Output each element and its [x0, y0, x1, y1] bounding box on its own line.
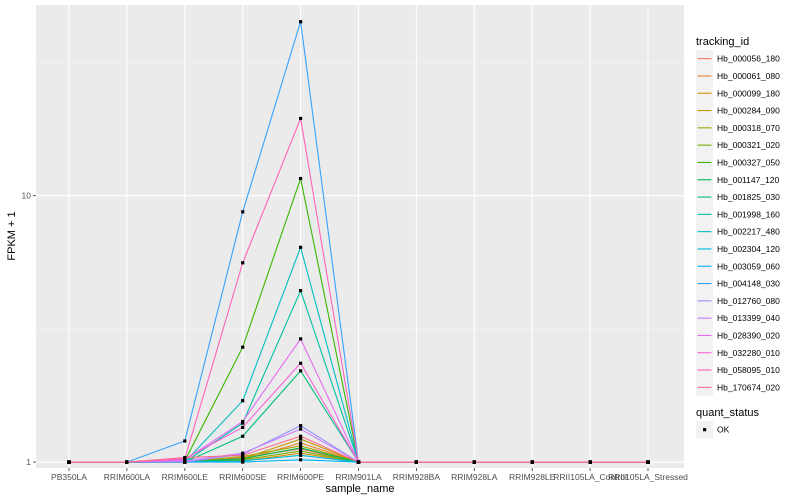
data-point — [299, 449, 303, 453]
y-axis-title: FPKM + 1 — [6, 211, 18, 260]
legend-label: Hb_032280_010 — [717, 348, 780, 358]
x-tick-label: RRII105LA_Control — [553, 472, 627, 482]
plot-panel — [36, 5, 684, 468]
x-tick-label: PB350LA — [51, 472, 87, 482]
legend-label: Hb_170674_020 — [717, 382, 780, 392]
legend-title: tracking_id — [696, 36, 749, 48]
data-point — [241, 425, 245, 429]
x-tick-label: RRIM600SE — [219, 472, 267, 482]
legend-label: Hb_000099_180 — [717, 88, 780, 98]
data-point — [299, 444, 303, 448]
legend-label: Hb_002304_120 — [717, 244, 780, 254]
legend-label: Hb_001998_160 — [717, 209, 780, 219]
y-tick-label: 10 — [22, 191, 32, 201]
data-point — [299, 424, 303, 428]
x-tick-label: RRIM928BA — [393, 472, 441, 482]
data-point — [299, 245, 303, 249]
shape-legend-title: quant_status — [696, 407, 759, 419]
legend-label: Hb_001825_030 — [717, 192, 780, 202]
legend-label: Hb_001147_120 — [717, 175, 780, 185]
data-point — [241, 453, 245, 457]
data-point — [241, 457, 245, 461]
x-tick-label: RRIM600LA — [104, 472, 151, 482]
data-point — [299, 116, 303, 121]
data-point — [183, 455, 187, 460]
legend-label: Hb_002217_480 — [717, 227, 780, 237]
y-tick-label: 1 — [26, 457, 31, 467]
data-point — [299, 437, 303, 441]
data-point — [299, 289, 303, 293]
data-point — [299, 441, 303, 445]
data-point — [241, 210, 245, 214]
x-axis-title: sample_name — [325, 483, 394, 495]
legend-label: Hb_000284_090 — [717, 106, 780, 116]
data-point — [241, 434, 245, 438]
legend-label: Hb_013399_040 — [717, 313, 780, 323]
data-point — [299, 176, 303, 181]
shape-legend-marker — [703, 428, 707, 432]
x-tick-label: RRIM928LE — [509, 472, 556, 482]
data-point — [299, 453, 303, 457]
legend-label: Hb_058095_010 — [717, 365, 780, 375]
data-point — [125, 460, 129, 464]
data-point — [299, 434, 303, 438]
data-point — [241, 399, 245, 403]
data-point — [472, 460, 476, 464]
data-point — [646, 460, 650, 464]
data-point — [299, 369, 303, 373]
data-point — [241, 421, 245, 425]
legend-label: Hb_000327_050 — [717, 157, 780, 167]
legend-label: Hb_012760_080 — [717, 296, 780, 306]
data-point — [588, 460, 592, 464]
x-tick-label: RRIM901LA — [335, 472, 382, 482]
legend-label: Hb_000321_020 — [717, 140, 780, 150]
data-point — [299, 458, 303, 462]
data-point — [241, 419, 245, 424]
data-point — [356, 460, 361, 464]
data-point — [241, 451, 245, 455]
data-point — [183, 439, 187, 443]
data-point — [299, 427, 303, 431]
data-point — [299, 20, 303, 24]
data-point — [67, 460, 71, 464]
x-tick-label: RRIM600LE — [162, 472, 209, 482]
data-point — [299, 446, 303, 450]
data-point — [299, 337, 303, 341]
legend-label: Hb_003059_060 — [717, 261, 780, 271]
data-point — [299, 361, 303, 365]
legend-label: Hb_000318_070 — [717, 123, 780, 133]
legend-label: Hb_028390_020 — [717, 330, 780, 340]
data-point — [414, 460, 418, 464]
data-point — [241, 345, 245, 349]
x-tick-label: RRIM600PE — [277, 472, 325, 482]
legend-label: Hb_000056_180 — [717, 54, 780, 64]
legend-label: Hb_004148_030 — [717, 279, 780, 289]
data-point — [241, 460, 245, 464]
data-point — [299, 451, 303, 455]
shape-legend-label: OK — [717, 425, 730, 435]
x-tick-label: RRIM928LA — [451, 472, 498, 482]
legend-label: Hb_000061_080 — [717, 71, 780, 81]
data-point — [530, 460, 534, 464]
x-tick-label: RRII105LA_Stressed — [608, 472, 688, 482]
data-point — [241, 261, 245, 265]
